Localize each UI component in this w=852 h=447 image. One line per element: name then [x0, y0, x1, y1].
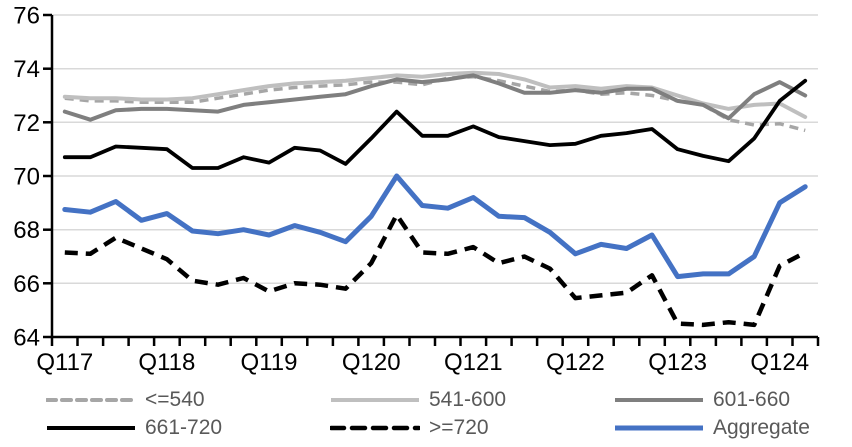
y-tick-label: 74	[13, 56, 40, 83]
legend-label: <=540	[145, 388, 205, 411]
x-tick-label: Q121	[444, 349, 503, 376]
legend-label: Aggregate	[713, 416, 810, 439]
series-line-541-600	[62, 70, 808, 119]
legend-swatch-line	[330, 425, 420, 431]
legend-item-541-600: 541-600	[330, 388, 507, 411]
y-tick-label: 76	[13, 3, 40, 30]
series-line-Aggregate	[62, 173, 808, 280]
legend-label: 601-660	[713, 388, 791, 411]
y-tick-label: 72	[13, 110, 40, 137]
legend-item-Aggregate: Aggregate	[614, 416, 810, 439]
legend-label: >=720	[429, 416, 489, 439]
series-line-601-660	[62, 73, 808, 122]
y-tick-label: 68	[13, 217, 40, 244]
legend-label: 661-720	[145, 416, 223, 439]
legend-swatch-line	[46, 398, 136, 402]
legend-swatch-line	[615, 398, 703, 402]
y-tick-label: 64	[13, 325, 40, 352]
x-tick-label: Q118	[138, 349, 195, 376]
series-line-720	[64, 212, 807, 328]
x-tick-label: Q123	[648, 349, 707, 376]
legend-item-661-720: 661-720	[46, 416, 223, 439]
y-tick-label: 66	[13, 271, 40, 298]
series-line-661-720	[62, 78, 808, 170]
legend-swatch-line	[47, 426, 135, 430]
legend-label: 541-600	[429, 388, 507, 411]
x-tick-label: Q119	[241, 349, 298, 376]
x-tick-label: Q122	[546, 349, 605, 376]
legend-item-540: <=540	[46, 388, 205, 411]
y-tick-label: 70	[13, 164, 40, 191]
x-tick-label: Q124	[750, 349, 809, 376]
x-tick-label: Q120	[342, 349, 401, 376]
legend-swatch-line	[331, 398, 419, 402]
legend-item-720: >=720	[330, 416, 489, 439]
legend-swatch-line	[615, 425, 703, 431]
x-tick-label: Q117	[36, 349, 93, 376]
legend-item-601-660: 601-660	[614, 388, 791, 411]
